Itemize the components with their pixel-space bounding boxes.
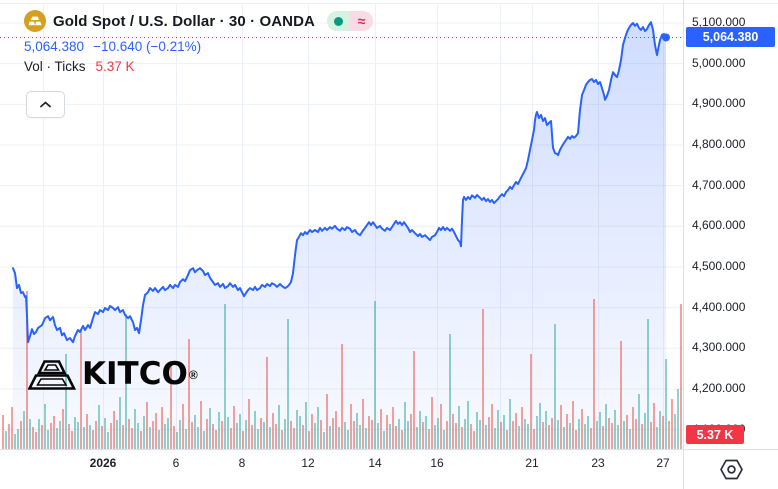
price-axis[interactable]: 5,064.380 5.37 K 5,100.000 5,000.000 4,900…: [684, 0, 778, 449]
gold-bars-icon: [28, 360, 76, 390]
time-axis-label: 21: [525, 456, 539, 470]
axis-vertical-border: [683, 0, 684, 489]
price-axis-label: 4,800.000: [692, 136, 746, 151]
last-price-badge: 5,064.380: [686, 27, 775, 48]
gear-icon[interactable]: [719, 458, 744, 481]
gold-symbol-icon: [24, 10, 46, 32]
axis-settings-corner: [684, 450, 778, 489]
symbol-title[interactable]: Gold Spot / U.S. Dollar · 30 · OANDA: [53, 12, 315, 30]
registered-mark: ®: [188, 367, 198, 382]
kitco-logo: KITCO ®: [28, 358, 198, 391]
price-axis-label: 4,600.000: [692, 218, 746, 233]
volume-badge: 5.37 K: [686, 425, 744, 444]
price-change: −10.640 (−0.21%): [93, 39, 202, 54]
price-chart[interactable]: [0, 0, 683, 449]
volume-label: Vol · Ticks: [24, 59, 86, 74]
market-status-pill[interactable]: ≈: [326, 11, 373, 31]
axis-horizontal-border: [0, 449, 778, 450]
price-axis-label: 5,000.000: [692, 55, 746, 70]
last-price: 5,064.380: [24, 39, 85, 54]
top-divider: [0, 3, 778, 4]
time-axis-label: 8: [238, 456, 246, 470]
delay-status-half: ≈: [349, 11, 373, 31]
price-axis-label: 4,300.000: [692, 340, 746, 355]
price-axis-label: 4,900.000: [692, 96, 746, 111]
time-axis-label: 16: [430, 456, 444, 470]
symbol-row[interactable]: Gold Spot / U.S. Dollar · 30 · OANDA ≈: [24, 8, 373, 34]
time-axis-label: 23: [591, 456, 605, 470]
price-axis-label: 4,700.000: [692, 177, 746, 192]
volume-row: Vol · Ticks 5.37 K: [24, 59, 373, 74]
time-axis-label: 6: [172, 456, 180, 470]
collapse-legend-button[interactable]: [26, 91, 65, 118]
price-axis-label: 4,500.000: [692, 258, 746, 273]
price-axis-label: 4,200.000: [692, 380, 746, 395]
time-axis-label: 12: [301, 456, 315, 470]
time-axis[interactable]: 2026 6 8 12 14 16 21 23 27: [0, 450, 683, 489]
chevron-up-icon: [40, 101, 51, 108]
data-status-half: [326, 11, 350, 31]
price-axis-label: 4,400.000: [692, 299, 746, 314]
price-row: 5,064.380 −10.640 (−0.21%): [24, 39, 373, 54]
price-axis-label: 5,100.000: [692, 15, 746, 29]
time-axis-label: 2026: [89, 456, 117, 470]
chart-legend: Gold Spot / U.S. Dollar · 30 · OANDA ≈ 5…: [24, 8, 373, 118]
connection-dot-icon: [333, 16, 343, 26]
time-axis-label: 14: [368, 456, 382, 470]
volume-value: 5.37 K: [95, 59, 135, 74]
time-axis-label: 27: [656, 456, 670, 470]
kitco-wordmark: KITCO: [82, 356, 188, 392]
approx-icon: ≈: [357, 12, 366, 29]
